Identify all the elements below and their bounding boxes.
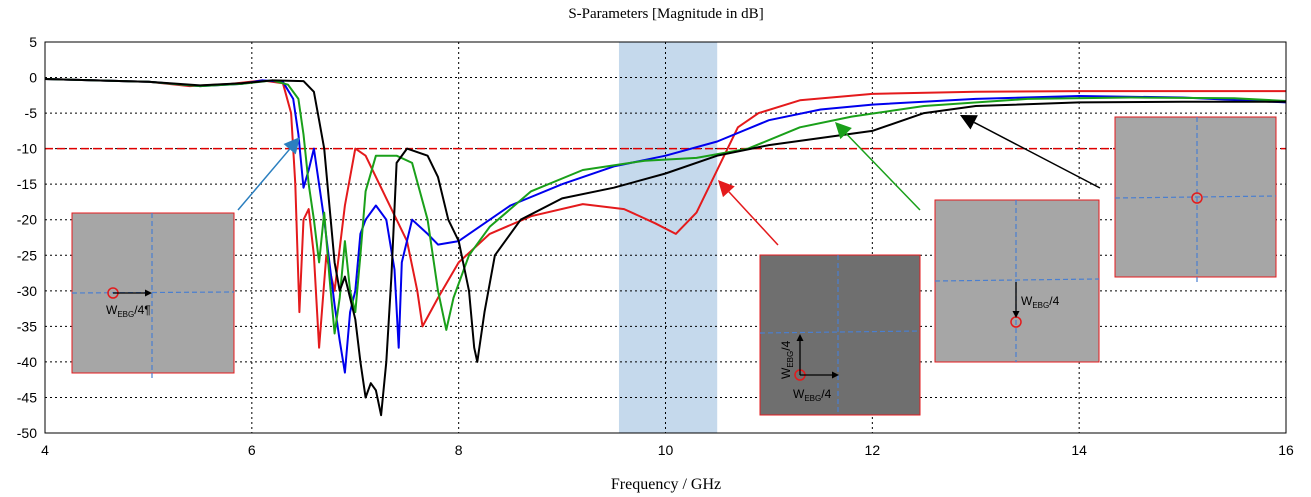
annotation-arrow-head xyxy=(835,122,852,140)
y-tick-label: -45 xyxy=(17,389,37,405)
y-tick-label: -50 xyxy=(17,425,37,441)
feed-point-circle xyxy=(1191,192,1203,204)
inset-dimension-label: WEBG/4 xyxy=(793,387,832,403)
inset-axis-dashed xyxy=(71,291,235,294)
inset-axis-dashed xyxy=(759,330,921,334)
inset-panel: WEBG/4¶ xyxy=(71,212,235,378)
annotation-arrow-line xyxy=(237,148,291,211)
annotation-arrow-line xyxy=(845,132,921,211)
x-tick-label: 16 xyxy=(1278,442,1294,458)
frequency-band xyxy=(618,42,718,433)
inset-rect xyxy=(759,254,921,416)
y-tick-label: -40 xyxy=(17,354,37,370)
inset-axis-dashed xyxy=(934,278,1100,282)
x-tick-label: 6 xyxy=(248,442,256,458)
x-tick-label: 14 xyxy=(1071,442,1087,458)
structure-insets: WEBG/4¶ WEBG/4 WEBG/4 WEBG/4 xyxy=(71,116,1277,416)
dimension-arrow-head xyxy=(1012,311,1020,318)
x-tick-label: 10 xyxy=(658,442,674,458)
x-tick-label: 8 xyxy=(455,442,463,458)
series-line-1 xyxy=(44,78,1287,374)
dimension-arrow-head xyxy=(145,289,152,297)
highlight-band xyxy=(618,42,718,433)
dimension-arrow-head xyxy=(832,371,839,379)
inset-dimension-label: WEBG/4¶ xyxy=(106,303,151,319)
y-tick-labels: 5 0 -5 -10 -15 -20 -25 -30 -35 -40 -45 -50 xyxy=(17,34,37,441)
series-line-3 xyxy=(44,78,1286,417)
annotation-arrow-head xyxy=(718,180,735,198)
plot-frame xyxy=(44,41,1287,434)
annotation-arrow-line xyxy=(973,121,1101,189)
inset-panel: WEBG/4 WEBG/4 xyxy=(759,254,921,416)
annotation-arrow-head xyxy=(960,115,978,130)
y-tick-label: -35 xyxy=(17,318,37,334)
plot-border xyxy=(44,41,1287,434)
annotation-arrow-line xyxy=(728,191,779,246)
y-tick-label: -5 xyxy=(25,105,38,121)
x-tick-label: 4 xyxy=(41,442,49,458)
x-axis-label: Frequency / GHz xyxy=(611,476,721,493)
y-tick-label: -30 xyxy=(17,283,37,299)
dimension-arrow-head xyxy=(796,334,804,341)
inset-dimension-label: WEBG/4 xyxy=(779,340,795,379)
y-tick-label: -25 xyxy=(17,247,37,263)
inset-panel: WEBG/4 xyxy=(934,199,1100,363)
grid xyxy=(45,42,1286,433)
y-tick-label: 5 xyxy=(29,34,37,50)
series-line-2 xyxy=(44,78,1287,335)
x-tick-labels: 4 6 8 10 12 14 16 xyxy=(41,442,1294,458)
inset-axis-dashed xyxy=(1114,195,1277,199)
x-tick-label: 12 xyxy=(865,442,881,458)
inset-dimension-label: WEBG/4 xyxy=(1021,294,1060,310)
y-tick-label: -10 xyxy=(17,141,37,157)
inset-panel xyxy=(1114,116,1277,282)
y-tick-label: -15 xyxy=(17,176,37,192)
y-tick-label: 0 xyxy=(29,70,37,86)
annotation-arrow-head xyxy=(283,137,300,155)
chart-title: S-Parameters [Magnitude in dB] xyxy=(568,6,763,22)
annotation-arrows xyxy=(237,115,1101,246)
y-tick-label: -20 xyxy=(17,212,37,228)
